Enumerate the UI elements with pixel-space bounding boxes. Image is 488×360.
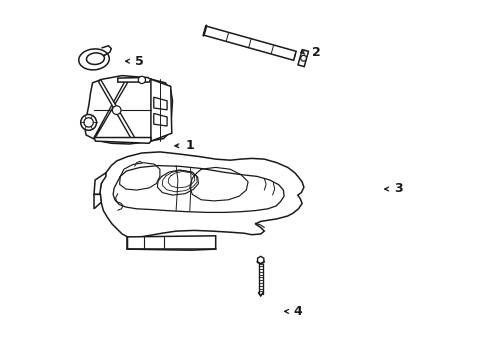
Polygon shape (151, 79, 171, 141)
Polygon shape (153, 113, 167, 126)
Text: 1: 1 (185, 139, 194, 152)
Polygon shape (84, 76, 172, 144)
Polygon shape (127, 236, 215, 250)
Ellipse shape (257, 260, 264, 264)
Ellipse shape (86, 53, 104, 64)
Polygon shape (94, 138, 151, 143)
Circle shape (138, 76, 145, 84)
Polygon shape (118, 77, 151, 82)
Polygon shape (99, 79, 134, 140)
Polygon shape (94, 80, 127, 138)
Text: 2: 2 (311, 46, 320, 59)
Polygon shape (153, 97, 167, 110)
Text: 5: 5 (135, 55, 144, 68)
Polygon shape (94, 194, 101, 209)
Polygon shape (203, 26, 296, 60)
Circle shape (81, 114, 96, 130)
Circle shape (84, 118, 93, 127)
Text: 4: 4 (293, 305, 302, 318)
Polygon shape (297, 50, 308, 67)
Circle shape (300, 55, 306, 61)
Polygon shape (100, 152, 303, 238)
Ellipse shape (79, 49, 109, 70)
Polygon shape (257, 256, 264, 264)
Polygon shape (94, 173, 106, 194)
Text: 3: 3 (394, 183, 403, 195)
Circle shape (112, 106, 121, 114)
